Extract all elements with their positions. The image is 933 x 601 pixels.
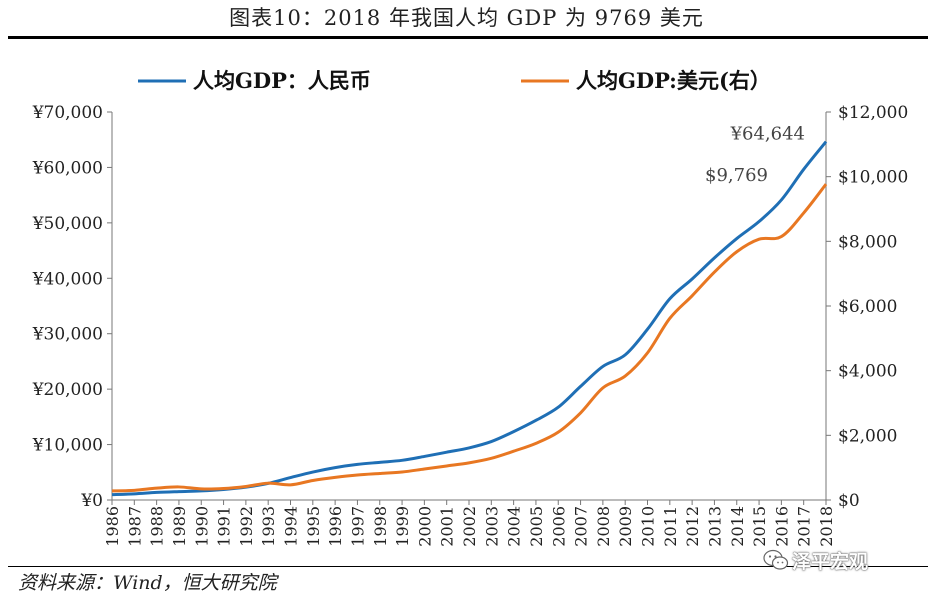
x-tick-label: 2005 [527,506,546,547]
x-tick-label: 2012 [683,506,702,547]
legend: 人均GDP：人民币 人均GDP:美元(右） [138,68,771,93]
x-tick-label: 1989 [170,506,189,547]
left-tick-label: ¥40,000 [32,269,103,289]
x-tick-label: 2008 [594,506,613,547]
right-tick-label: $12,000 [838,103,908,123]
x-tick-label: 1997 [348,506,367,547]
right-tick-label: $2,000 [838,426,897,446]
right-tick-label: $4,000 [838,362,897,382]
x-tick-label: 1988 [148,506,167,547]
x-tick-label: 2004 [505,506,524,547]
x-tick-label: 2003 [482,506,501,547]
bottom-rule [8,566,928,567]
series-line-usd [111,183,828,493]
x-tick-label: 2013 [705,506,724,547]
legend-label-rmb: 人均GDP：人民币 [193,68,371,93]
x-tick-label: 1987 [125,506,144,547]
wechat-icon [763,549,789,570]
legend-label-usd: 人均GDP:美元(右） [576,68,771,93]
x-tick-label: 2011 [661,506,680,547]
x-tick-label: 2001 [438,506,457,547]
x-tick-label: 2010 [639,506,658,547]
annotation-usd-value: $9,769 [705,165,768,186]
x-tick-label: 2018 [817,506,836,547]
x-tick-label: 1992 [237,506,256,547]
x-tick-label: 2009 [616,506,635,547]
source-note: 资料来源：Wind，恒大研究院 [18,572,277,594]
left-tick-label: ¥10,000 [32,436,103,456]
axes: ¥0 ¥10,000 ¥20,000 ¥30,000 ¥40,000 ¥50,000 ¥60… [32,103,909,547]
x-tick-label: 1986 [103,506,122,547]
top-rule [8,36,928,39]
x-tick-label: 2015 [750,506,769,547]
right-tick-label: $8,000 [838,232,897,252]
left-tick-label: ¥60,000 [32,158,103,178]
right-tick-label: $6,000 [838,297,897,317]
left-tick-label: ¥70,000 [32,103,103,123]
x-tick-label: 1998 [371,506,390,547]
annotation-rmb-value: ¥64,644 [730,124,805,145]
x-tick-label: 2016 [772,506,791,547]
right-tick-label: $10,000 [838,168,908,188]
x-tick-label: 1995 [304,506,323,547]
x-tick-label: 2000 [415,506,434,547]
left-tick-label: ¥0 [80,491,103,511]
annotations: ¥64,644 $9,769 [705,124,805,186]
x-tick-label: 1999 [393,506,412,547]
series-group [111,140,828,497]
x-tick-label: 1996 [326,506,345,547]
x-tick-label: 2006 [549,506,568,547]
x-tick-label: 1993 [259,506,278,547]
series-line-rmb [111,140,828,497]
x-tick-label: 1994 [282,506,301,547]
watermark: 泽平宏观 [792,551,869,573]
x-tick-label: 2017 [795,506,814,547]
right-tick-label: $0 [838,491,860,511]
x-tick-label: 2007 [572,506,591,547]
x-tick-label: 1990 [192,506,211,547]
left-tick-label: ¥20,000 [32,380,103,400]
x-tick-label: 1991 [215,506,234,547]
x-tick-label: 2014 [728,506,747,547]
x-tick-label: 2002 [460,506,479,547]
left-tick-label: ¥50,000 [32,214,103,234]
chart-title: 图表10：2018 年我国人均 GDP 为 9769 美元 [229,6,704,30]
left-tick-label: ¥30,000 [32,325,103,345]
